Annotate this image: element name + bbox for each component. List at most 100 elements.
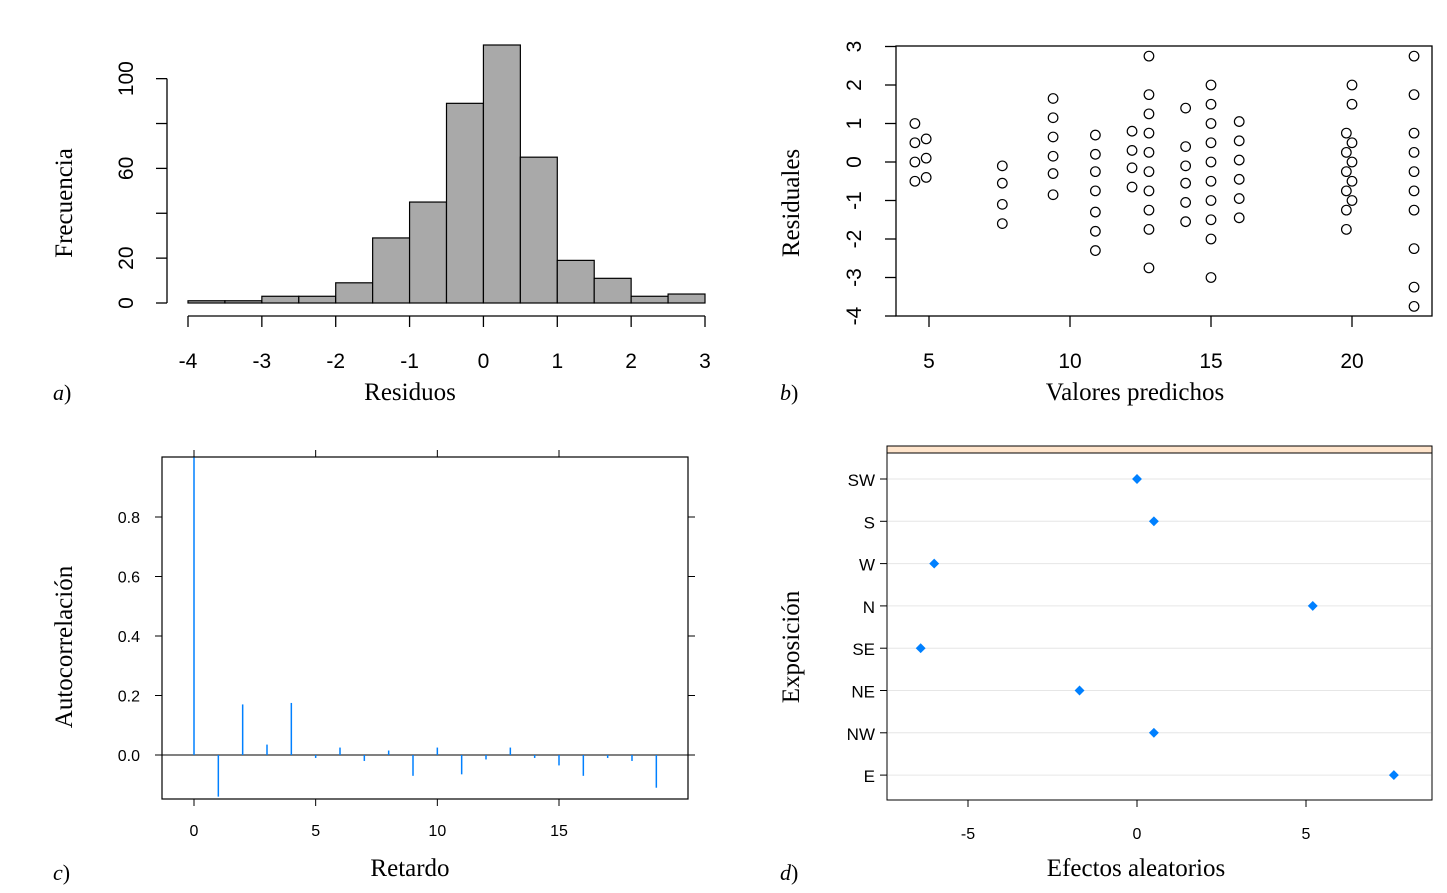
- residual-point: [1233, 116, 1245, 127]
- residual-point: [1408, 89, 1420, 101]
- x-tick-label: 3: [699, 350, 711, 373]
- effect-point: [915, 643, 926, 654]
- histogram-bar: [482, 44, 521, 304]
- residual-point: [1205, 98, 1217, 110]
- x-tick-label: 20: [1340, 350, 1363, 373]
- residual-point: [1089, 225, 1101, 237]
- residual-point: [1205, 233, 1217, 245]
- x-tick-label: 5: [1302, 826, 1311, 843]
- residual-point: [1143, 89, 1155, 101]
- residual-point: [1233, 173, 1245, 185]
- residual-point: [1205, 214, 1217, 226]
- y-tick-label: SE: [852, 640, 875, 659]
- residual-point: [909, 156, 921, 168]
- y-tick-label: N: [863, 598, 875, 617]
- y-tick-label: -2: [843, 230, 866, 249]
- residual-point: [1346, 195, 1358, 206]
- effect-point: [929, 558, 940, 569]
- effect-point: [1307, 600, 1318, 611]
- panel-c-acf-plot: 0 5 10 15 0.0 0.2 0.4 0.6 0.8 Retardo Autocorrelac…: [51, 450, 695, 885]
- y-tick-label: 0: [115, 297, 138, 309]
- residual-point: [1089, 185, 1101, 197]
- residual-point: [1047, 93, 1059, 104]
- residual-point: [1143, 223, 1155, 235]
- y-tick-label: NE: [851, 683, 875, 702]
- plot-frame: [886, 452, 1433, 801]
- histogram-bar: [224, 300, 263, 304]
- y-tick-label: 2: [843, 79, 866, 91]
- residual-point: [1408, 243, 1420, 255]
- effect-point: [1148, 727, 1159, 738]
- x-tick-label: 5: [311, 823, 320, 840]
- residual-point: [1205, 272, 1217, 283]
- residual-point: [996, 218, 1008, 230]
- histogram-bar: [445, 102, 485, 304]
- residual-point: [1205, 79, 1217, 91]
- residual-point: [1408, 300, 1420, 312]
- effect-point: [1132, 474, 1142, 484]
- x-tick-label: 2: [625, 350, 637, 373]
- y-tick-label: -1: [843, 191, 866, 210]
- residual-point: [1340, 204, 1352, 216]
- residual-point: [1233, 193, 1245, 204]
- x-tick-label: -1: [400, 350, 419, 373]
- y-tick-label: 3: [843, 41, 866, 53]
- residual-point: [1089, 166, 1101, 178]
- histogram-bar: [667, 293, 706, 304]
- x-axis-title: Residuos: [364, 379, 456, 406]
- y-tick-label: -3: [843, 268, 866, 287]
- x-tick-label: -4: [179, 350, 198, 373]
- effect-point: [1074, 685, 1085, 696]
- y-axis-title: Exposición: [778, 590, 805, 703]
- residual-point: [1408, 146, 1420, 158]
- panel-letter: c): [53, 860, 70, 885]
- y-tick-label: 20: [115, 246, 138, 269]
- x-tick-label: -5: [961, 826, 975, 843]
- residual-point: [1205, 156, 1217, 168]
- y-axis-title: Frecuencia: [51, 148, 78, 258]
- residual-point: [996, 177, 1008, 189]
- histogram-bar: [372, 237, 411, 304]
- y-tick-label: 0.0: [118, 748, 140, 765]
- y-tick-label: 0: [843, 156, 866, 168]
- residual-point: [1143, 50, 1155, 62]
- residual-point: [1126, 125, 1138, 137]
- residual-point: [1047, 168, 1059, 179]
- residual-point: [1408, 281, 1420, 293]
- residual-point: [1205, 175, 1217, 187]
- residual-point: [1143, 262, 1155, 274]
- residual-point: [1089, 245, 1101, 256]
- residual-point: [1180, 216, 1192, 228]
- x-tick-label: 0: [478, 350, 490, 373]
- y-tick-label: 0.2: [118, 689, 140, 706]
- residual-point: [1143, 166, 1155, 178]
- residual-point: [1047, 131, 1059, 143]
- residual-point: [1180, 197, 1192, 208]
- residual-point: [1047, 150, 1059, 162]
- strip-header: [886, 445, 1433, 454]
- residual-point: [1205, 195, 1217, 206]
- histogram-bar: [335, 282, 374, 304]
- residual-point: [1089, 206, 1101, 218]
- y-tick-label: 1: [843, 118, 866, 130]
- residual-point: [1340, 185, 1352, 197]
- x-tick-label: 15: [1199, 350, 1222, 373]
- residual-point: [920, 133, 932, 145]
- residual-point: [1340, 127, 1352, 139]
- residual-point: [1408, 127, 1420, 139]
- plot-frame: [161, 456, 689, 800]
- histogram-bar: [556, 259, 595, 304]
- residual-point: [1408, 185, 1420, 197]
- panel-letter: b): [780, 380, 798, 405]
- residual-point: [909, 137, 921, 149]
- residual-point: [1180, 102, 1192, 114]
- histogram-bar: [408, 201, 448, 304]
- y-tick-label: SW: [848, 471, 875, 490]
- residual-point: [1408, 204, 1420, 216]
- y-axis-title: Autocorrelación: [51, 565, 78, 728]
- residual-point: [1180, 160, 1192, 172]
- residual-point: [1143, 185, 1155, 197]
- x-tick-label: 10: [428, 823, 446, 840]
